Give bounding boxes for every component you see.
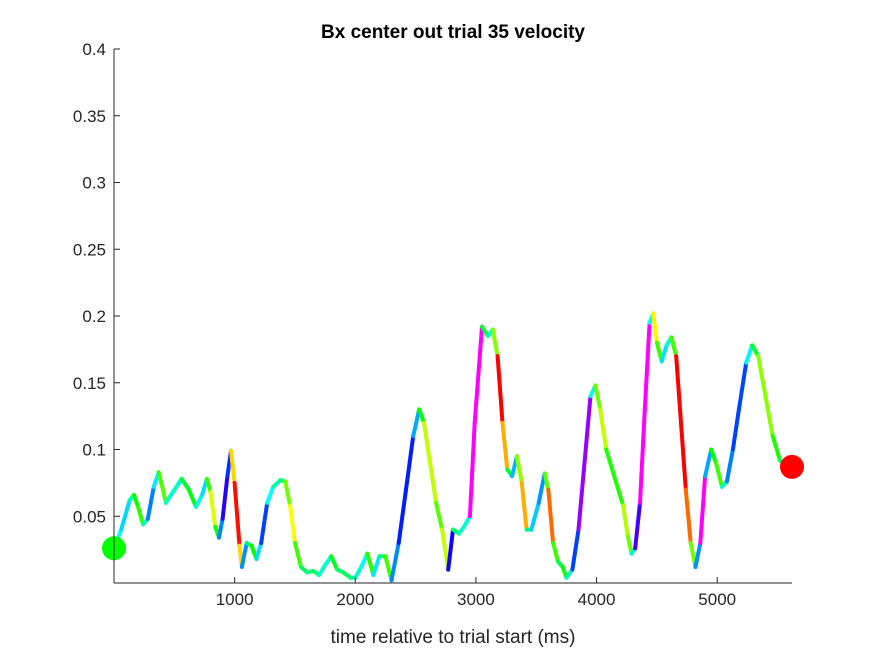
velocity-line-segment — [514, 454, 524, 485]
velocity-line-segment — [625, 534, 634, 556]
y-tick-label: 0.15 — [73, 374, 106, 393]
velocity-line-segment — [679, 420, 688, 492]
velocity-line-segment — [693, 541, 703, 569]
velocity-line-segment — [422, 420, 433, 465]
velocity-line-segment — [714, 460, 724, 489]
velocity-line-segment — [669, 335, 679, 359]
velocity-line-segment — [536, 471, 547, 505]
velocity-line-segment — [651, 311, 659, 345]
velocity-line-segment — [353, 565, 364, 580]
velocity-line-segment — [659, 343, 669, 364]
velocity-line-segment — [169, 476, 184, 496]
velocity-line-segment — [461, 514, 472, 529]
velocity-line-segment — [500, 420, 510, 472]
velocity-line-segment — [186, 487, 198, 509]
velocity-line-segment — [259, 500, 270, 545]
velocity-line-segment — [446, 527, 455, 572]
velocity-line-segment — [616, 487, 626, 508]
velocity-line-segment — [576, 460, 587, 532]
y-tick-label: 0.35 — [73, 107, 106, 126]
velocity-line-segment — [293, 541, 303, 569]
y-tick-label: 0.2 — [82, 307, 106, 326]
velocity-line-segment — [570, 527, 581, 572]
velocity-line-segment — [593, 383, 603, 412]
velocity-line-segment — [730, 407, 741, 452]
velocity-line-segment — [404, 434, 416, 492]
velocity-line-segment — [229, 448, 237, 485]
velocity-line-segment — [472, 324, 484, 425]
y-tick-label: 0.3 — [82, 174, 106, 193]
x-tick-label: 1000 — [216, 590, 254, 609]
velocity-line-segment — [396, 487, 408, 545]
x-tick-label: 4000 — [578, 590, 616, 609]
velocity-line-segment — [674, 354, 683, 425]
velocity-line-segment — [389, 541, 401, 583]
velocity-line-segment — [288, 503, 297, 545]
y-tick-label: 0.1 — [82, 441, 106, 460]
velocity-line-segment — [254, 541, 264, 561]
velocity-line-segment — [434, 500, 445, 532]
velocity-line-segment — [232, 480, 242, 548]
velocity-line-segment — [365, 551, 376, 577]
velocity-line-segment — [220, 474, 230, 521]
velocity-line-segment — [490, 327, 500, 359]
velocity-line-segment — [703, 447, 714, 479]
velocity-line-segment — [119, 498, 132, 532]
velocity-line-segment — [756, 354, 768, 399]
velocity-line-segment — [750, 343, 761, 359]
x-tick-label: 5000 — [698, 590, 736, 609]
velocity-line-segment — [621, 503, 630, 539]
velocity-line-segment — [698, 474, 708, 545]
velocity-line-segment — [542, 471, 551, 492]
velocity-line-segment — [582, 394, 593, 465]
velocity-line-segment — [709, 447, 718, 465]
velocity-line-segment — [136, 504, 145, 527]
velocity-line-segment — [204, 476, 213, 495]
velocity-line-segment — [217, 516, 225, 540]
velocity-line-segment — [329, 554, 340, 572]
velocity-line-segment — [642, 320, 652, 412]
velocity-line-segment — [371, 554, 382, 577]
velocity-line-segment — [283, 479, 293, 508]
velocity-line-segment — [598, 407, 609, 452]
end-marker — [780, 454, 804, 479]
x-axis-label: time relative to trial start (ms) — [331, 627, 576, 648]
velocity-line-segment — [131, 492, 141, 509]
velocity-line-segment — [770, 434, 782, 463]
velocity-line-segment — [208, 490, 218, 529]
x-tick-label: 3000 — [457, 590, 495, 609]
velocity-line-segment — [683, 487, 693, 545]
velocity-line-segment — [265, 484, 276, 505]
velocity-line-segment — [411, 407, 422, 439]
y-tick-label: 0.05 — [73, 507, 106, 526]
velocity-line-segment — [156, 470, 165, 489]
velocity-line-segment — [239, 541, 249, 569]
velocity-line-segment — [551, 541, 560, 564]
velocity-line-segment — [604, 447, 615, 472]
chart-title: Bx center out trial 35 velocity — [321, 22, 585, 43]
velocity-line-segment — [467, 420, 477, 519]
velocity-line-segment — [763, 394, 775, 439]
velocity-line-segment — [529, 500, 541, 532]
velocity-line-segment — [736, 360, 749, 412]
velocity-line-segment — [194, 492, 205, 509]
velocity-line-segment — [744, 343, 755, 365]
velocity-line-segment — [519, 480, 529, 532]
plot-area — [102, 311, 804, 583]
velocity-line-segment — [546, 487, 556, 545]
x-tick-label: 2000 — [336, 590, 374, 609]
y-tick-label: 0.25 — [73, 240, 106, 259]
velocity-line-segment — [179, 476, 191, 492]
velocity-line-segment — [638, 407, 647, 505]
velocity-line-segment — [145, 484, 156, 521]
velocity-line-segment — [724, 447, 735, 484]
y-tick-label: 0.4 — [82, 40, 106, 59]
velocity-line-segment — [428, 460, 439, 505]
velocity-line-segment — [495, 354, 505, 425]
velocity-line-segment — [417, 407, 426, 425]
axis-ticks: 0.05 0.1 0.15 0.2 0.25 0.3 0.35 0.4 1000 2000 3000… — [73, 40, 792, 609]
velocity-line-segment — [633, 500, 642, 551]
velocity-line-segment — [610, 467, 621, 492]
